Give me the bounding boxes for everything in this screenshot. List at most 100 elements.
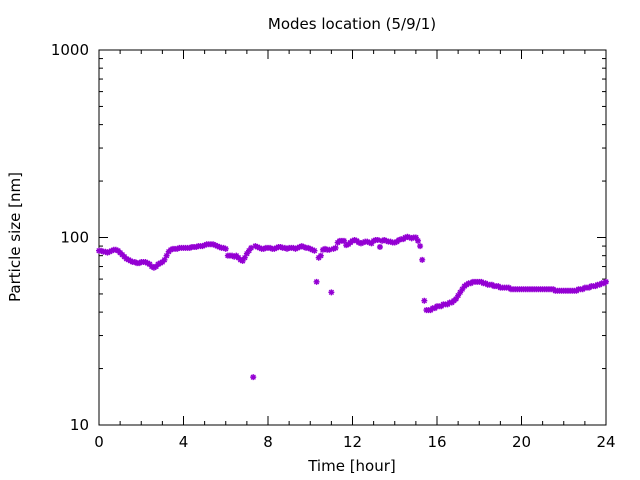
data-point	[419, 256, 426, 263]
data-point	[311, 247, 318, 254]
data-point	[381, 236, 388, 243]
data-point	[292, 245, 299, 252]
data-point	[220, 244, 227, 251]
data-point	[366, 239, 373, 246]
data-point	[239, 257, 246, 264]
data-point	[290, 244, 297, 251]
data-point	[343, 242, 350, 249]
x-tick-label: 24	[596, 433, 615, 451]
data-points	[96, 233, 609, 381]
data-point	[271, 245, 278, 252]
data-point	[298, 243, 305, 250]
data-point	[330, 245, 337, 252]
data-point	[376, 243, 383, 250]
data-point	[351, 236, 358, 243]
data-point	[277, 243, 284, 250]
data-point	[98, 247, 105, 254]
data-point	[167, 246, 174, 253]
data-point	[296, 243, 303, 250]
data-point	[455, 292, 462, 299]
data-point	[131, 259, 138, 266]
data-point	[300, 243, 307, 250]
data-point	[417, 243, 424, 250]
data-point	[412, 234, 419, 241]
data-point	[421, 297, 428, 304]
x-tick-label: 16	[427, 433, 446, 451]
data-point	[241, 254, 248, 261]
data-point	[457, 289, 464, 296]
data-point	[186, 244, 193, 251]
data-point	[313, 278, 320, 285]
data-point	[459, 286, 466, 293]
data-point	[112, 246, 119, 253]
data-point	[210, 241, 217, 248]
data-point	[201, 242, 208, 249]
data-point	[453, 295, 460, 302]
data-point	[267, 244, 274, 251]
data-point	[245, 247, 252, 254]
plot-frame	[98, 49, 607, 426]
data-point	[212, 242, 219, 249]
data-point	[391, 239, 398, 246]
data-point	[317, 252, 324, 259]
y-tick-label: 10	[70, 416, 89, 434]
data-point	[603, 278, 609, 285]
data-point	[408, 235, 415, 242]
data-point	[127, 257, 134, 264]
data-point	[193, 243, 200, 250]
data-point	[102, 248, 109, 255]
x-tick-label: 12	[343, 433, 362, 451]
data-point	[332, 244, 339, 251]
data-point	[395, 236, 402, 243]
data-point	[402, 234, 409, 241]
data-point	[108, 247, 115, 254]
data-point	[349, 237, 356, 244]
data-point	[222, 245, 229, 252]
data-point	[414, 237, 421, 244]
data-point	[260, 245, 267, 252]
data-point	[294, 244, 301, 251]
data-point	[374, 236, 381, 243]
data-point	[136, 260, 143, 267]
data-point	[319, 246, 326, 253]
data-point	[328, 289, 335, 296]
data-point	[307, 245, 314, 252]
data-point	[341, 237, 348, 244]
data-point	[163, 252, 170, 259]
x-tick-label: 4	[179, 433, 189, 451]
data-point	[370, 237, 377, 244]
data-point	[123, 255, 130, 262]
data-point	[379, 237, 386, 244]
data-point	[237, 256, 244, 263]
data-point	[174, 245, 181, 252]
data-point	[305, 244, 312, 251]
data-point	[355, 239, 362, 246]
data-point	[142, 259, 149, 266]
data-point	[157, 260, 164, 267]
data-point	[404, 233, 411, 240]
data-point	[273, 244, 280, 251]
data-point	[322, 245, 329, 252]
data-point	[125, 256, 132, 263]
data-point	[199, 243, 206, 250]
x-tick-label: 20	[512, 433, 531, 451]
data-point	[106, 248, 113, 255]
data-point	[326, 246, 333, 253]
x-tick-label: 8	[263, 433, 273, 451]
data-point	[161, 256, 168, 263]
data-point	[229, 252, 236, 259]
data-point	[357, 240, 364, 247]
data-point	[383, 237, 390, 244]
y-tick-label: 1000	[51, 41, 89, 59]
data-point	[252, 243, 259, 250]
data-point	[104, 249, 111, 256]
data-point	[284, 245, 291, 252]
data-point	[153, 263, 160, 270]
data-point	[309, 246, 316, 253]
chart-title: Modes location (5/9/1)	[268, 15, 436, 33]
data-point	[368, 240, 375, 247]
data-point	[281, 244, 288, 251]
data-point	[231, 253, 238, 260]
